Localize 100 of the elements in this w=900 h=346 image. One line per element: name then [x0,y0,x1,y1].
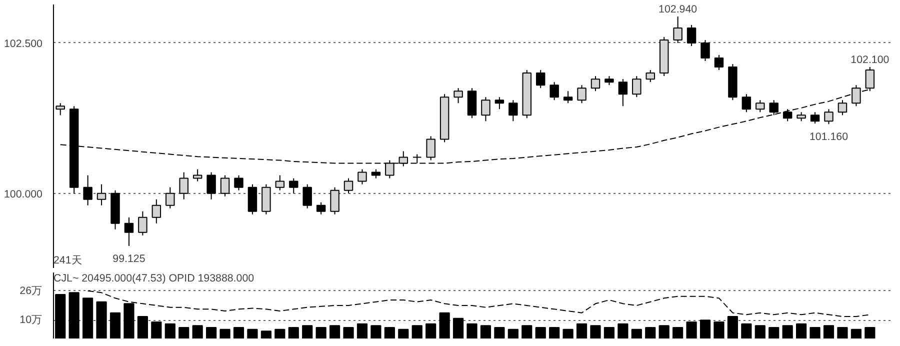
bar [480,325,492,338]
bar [151,322,162,338]
bar [535,327,546,338]
candlestick [508,100,518,122]
bar [247,328,258,338]
bar [837,327,848,338]
candlestick [673,16,682,44]
candlestick [550,82,559,101]
bar [645,327,656,338]
bar [782,325,793,338]
y-tick-label: 10万 [20,314,43,326]
bar [316,327,326,338]
bar [466,323,478,338]
bar [192,325,203,338]
bar [439,312,450,338]
bar [398,328,409,338]
candlestick [810,112,820,124]
candlestick [577,84,586,104]
bar [727,316,738,338]
candlestick [838,100,848,116]
candlestick [618,78,628,107]
bar [452,318,464,338]
candlestick [714,54,724,71]
bar [618,323,628,338]
candlestick [426,136,436,161]
candlestick [302,184,312,209]
bar [178,327,190,338]
bar [850,328,862,338]
bar [343,327,354,338]
bar [604,327,615,338]
bar [741,323,752,338]
bar [576,323,588,338]
candlestick [234,174,244,191]
bar [658,325,670,338]
candlestick [796,112,806,122]
bar [329,325,340,338]
candlestick [494,96,504,110]
candlestick [83,174,92,206]
bar [412,325,422,338]
bar [494,327,505,338]
candlestick [275,174,285,191]
candlestick [686,24,696,46]
bar [233,327,244,338]
bar [68,292,80,338]
candlestick [124,216,134,246]
annotation: 102.940 [658,4,698,16]
candlestick [454,88,463,104]
bar [823,325,834,338]
bar [82,298,94,338]
annotation: CJL~ 20495.000(47.53) OPID 193888.000 [54,272,254,284]
candlestick [152,198,162,224]
bar [864,327,876,338]
candlestick [316,202,326,215]
candlestick [206,172,216,200]
bar [631,328,642,338]
annotation: 101.160 [809,131,848,144]
candlestick [192,168,202,182]
annotation: 241天 [54,254,82,266]
candlestick [590,76,600,92]
bar [714,322,724,338]
bar [686,322,697,338]
candlestick [700,39,710,62]
bar [810,327,820,338]
candlestick [756,100,765,113]
bar [302,325,313,338]
bar [522,325,532,338]
candlestick [646,70,655,83]
candlestick [742,94,752,113]
candlestick [371,168,381,179]
candlestick [358,168,367,185]
bar [796,323,807,338]
candlestick [166,186,175,209]
y-tick-label: 102.500 [4,38,43,50]
candlestick [604,76,614,86]
annotation: 99.125 [112,252,146,265]
candlestick [536,70,546,89]
candlestick [179,172,188,200]
bar [672,327,684,338]
bar [590,325,601,338]
candlestick [220,174,230,197]
bar [562,328,574,338]
bar [260,330,272,338]
candlestick [769,100,778,116]
y-tick-label: 100.000 [4,188,43,200]
candlestick [289,178,298,194]
candlestick [344,178,354,194]
candlestick [782,108,792,122]
candlestick [563,90,573,104]
candlestick [96,184,106,206]
bar [288,327,299,338]
candlestick [330,186,340,215]
annotation: 102.100 [850,54,890,66]
bar [426,323,436,338]
y-tick-label: 26万 [20,284,43,297]
bar [356,323,368,338]
bar [220,328,230,338]
candlestick [138,210,148,236]
bar [384,327,395,338]
candlestick [481,96,490,122]
bar [754,325,766,338]
